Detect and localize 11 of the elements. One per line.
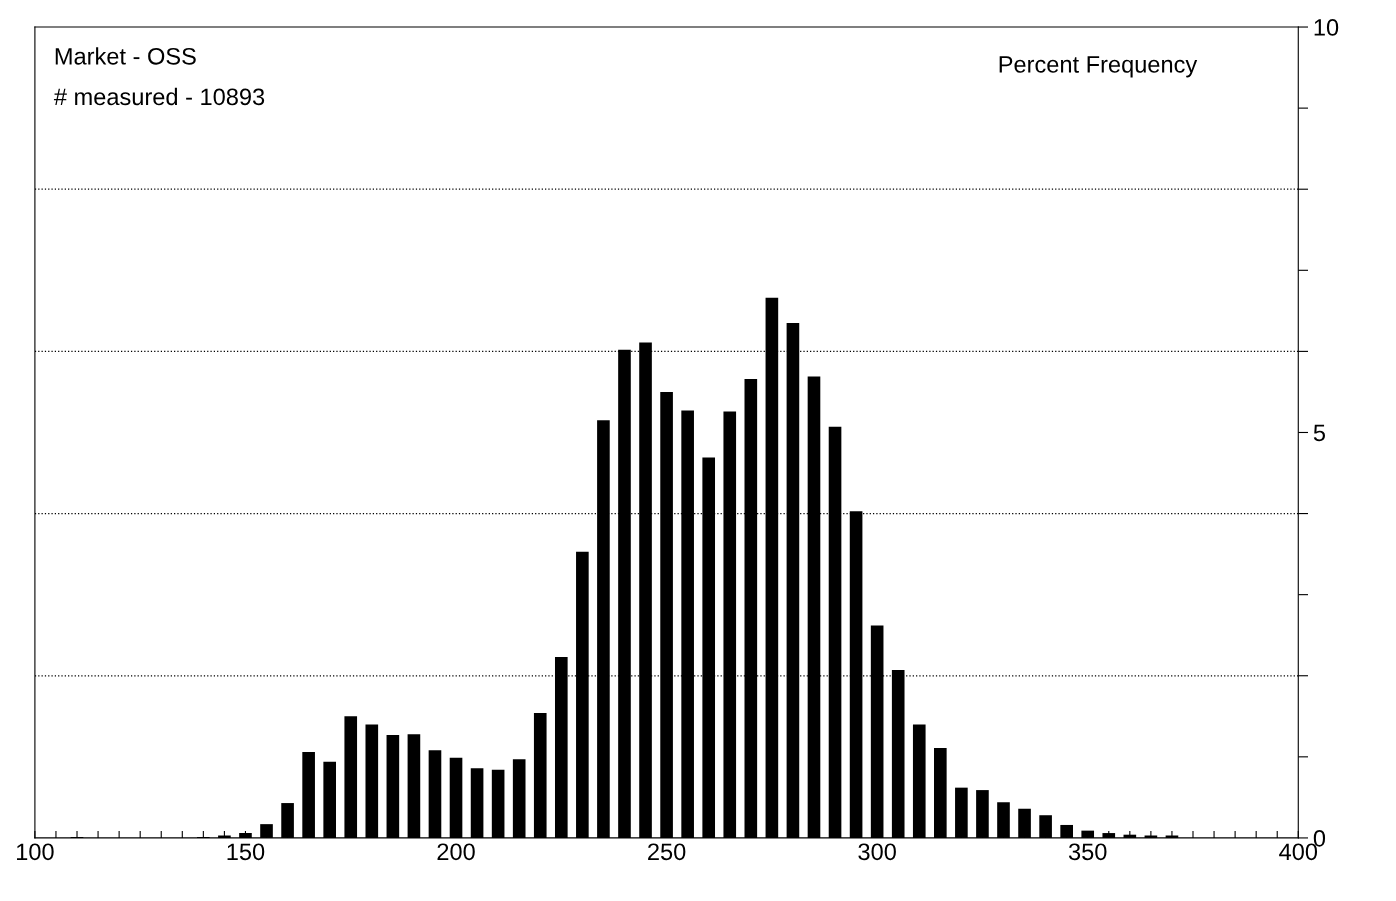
y-tick-label: 10 bbox=[1314, 19, 1339, 36]
x-tick-label: 100 bbox=[17, 843, 54, 861]
y-axis-title: Percent Frequency bbox=[999, 56, 1198, 78]
x-tick-label: 300 bbox=[858, 843, 896, 861]
x-tick-label: 350 bbox=[1068, 843, 1107, 861]
annotation: Market - OSS bbox=[55, 47, 196, 65]
x-tick-label: 200 bbox=[437, 843, 475, 861]
x-tick-label: 150 bbox=[227, 843, 265, 861]
x-tick-label: 250 bbox=[648, 843, 686, 861]
y-tick-label: 5 bbox=[1313, 424, 1325, 442]
annotation: # measured - 10893 bbox=[53, 87, 265, 106]
